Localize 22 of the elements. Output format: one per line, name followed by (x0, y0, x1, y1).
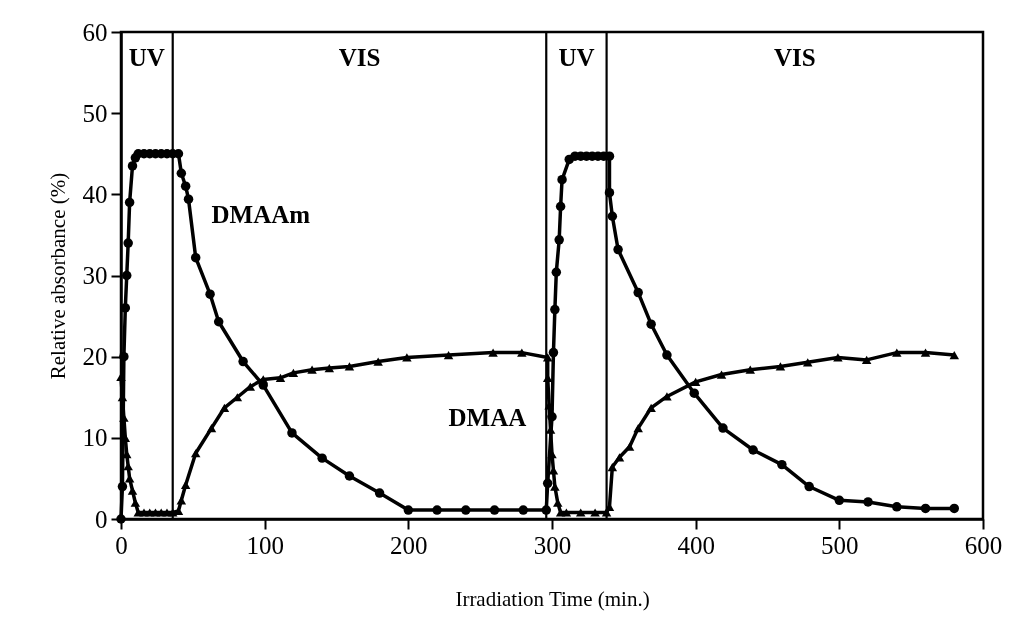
annotation: VIS (773, 44, 816, 71)
annotation: UV (558, 44, 595, 71)
series-label: DMAAm (211, 200, 311, 228)
y-tick-label: 40 (82, 180, 108, 208)
series-label: DMAA (448, 403, 527, 431)
x-tick-label: 600 (964, 531, 1003, 559)
x-axis-title: Irradiation Time (min.) (455, 586, 650, 611)
y-tick-label: 0 (95, 505, 108, 533)
y-tick-label: 30 (82, 262, 108, 289)
x-tick-label: 100 (246, 531, 284, 559)
y-axis-title: Relative absorbance (%) (45, 172, 70, 380)
annotation: UV (128, 44, 165, 71)
x-tick-label: 400 (677, 531, 715, 559)
x-tick-label: 200 (390, 531, 428, 559)
x-tick-label: 500 (821, 531, 859, 559)
x-tick-label: 300 (533, 531, 572, 559)
y-tick-label: 10 (82, 424, 108, 452)
x-tick-label: 0 (115, 531, 128, 559)
y-tick-label: 20 (82, 343, 108, 371)
annotation: VIS (338, 44, 381, 71)
y-tick-label: 50 (82, 99, 108, 127)
y-tick-label: 60 (82, 18, 108, 46)
